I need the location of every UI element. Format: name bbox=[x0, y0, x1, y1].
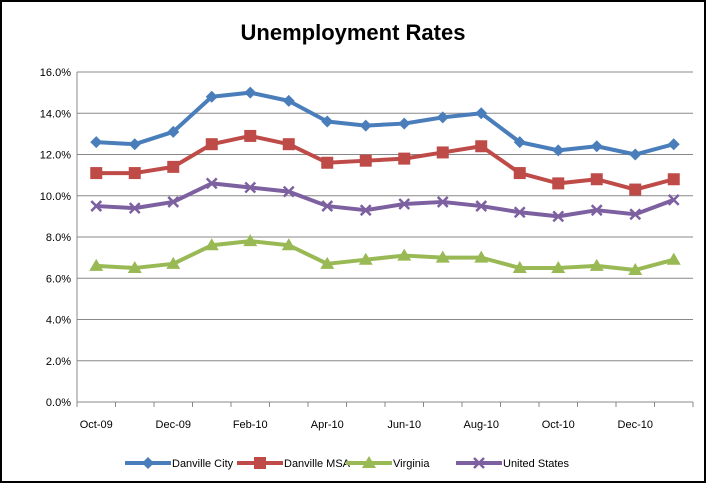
data-point-danville-city bbox=[552, 144, 565, 157]
data-point-virginia bbox=[89, 258, 104, 271]
data-point-danville-msa bbox=[667, 173, 680, 186]
data-point-danville-msa bbox=[552, 177, 565, 190]
x-tick-label: Apr-10 bbox=[311, 419, 344, 431]
data-point-virginia bbox=[589, 258, 604, 271]
data-point-united-states bbox=[475, 200, 488, 212]
x-tick-label: Aug-10 bbox=[464, 419, 499, 431]
data-point-danville-msa bbox=[475, 140, 488, 153]
legend-marker-danville-msa bbox=[254, 457, 266, 469]
data-point-virginia bbox=[127, 260, 142, 273]
data-point-danville-city bbox=[321, 115, 334, 128]
data-point-virginia bbox=[397, 248, 412, 261]
legend-label-danville-city: Danville City bbox=[172, 458, 234, 470]
data-point-united-states bbox=[552, 210, 565, 223]
y-tick-label: 0.0% bbox=[46, 397, 71, 409]
data-point-united-states bbox=[244, 181, 257, 194]
data-point-united-states bbox=[513, 206, 526, 219]
y-tick-label: 16.0% bbox=[40, 67, 71, 79]
data-point-virginia bbox=[474, 250, 489, 263]
data-point-virginia bbox=[358, 252, 373, 265]
data-point-danville-msa bbox=[513, 167, 526, 180]
data-point-united-states bbox=[590, 204, 603, 217]
data-point-united-states bbox=[128, 202, 141, 215]
series-line-danville-msa bbox=[96, 133, 675, 192]
data-point-united-states bbox=[321, 200, 334, 212]
data-point-danville-city bbox=[128, 138, 141, 151]
data-point-united-states bbox=[90, 200, 103, 212]
data-point-danville-city bbox=[90, 136, 103, 149]
data-point-danville-city bbox=[282, 94, 295, 107]
y-tick-label: 12.0% bbox=[40, 150, 71, 162]
x-tick-label: Oct-10 bbox=[542, 419, 575, 431]
data-point-danville-city bbox=[205, 90, 218, 103]
y-tick-label: 14.0% bbox=[40, 108, 71, 120]
legend-marker-danville-city bbox=[142, 457, 154, 469]
data-point-virginia bbox=[281, 238, 296, 251]
series-line-danville-city bbox=[96, 90, 675, 157]
legend-label-united-states: United States bbox=[503, 458, 570, 470]
data-point-danville-msa bbox=[205, 138, 218, 151]
data-point-danville-city bbox=[590, 140, 603, 153]
legend-marker-virginia bbox=[362, 456, 376, 468]
data-point-united-states bbox=[629, 208, 642, 221]
data-point-danville-msa bbox=[629, 183, 642, 196]
data-point-danville-msa bbox=[359, 154, 372, 167]
data-point-danville-city bbox=[436, 111, 449, 124]
data-point-danville-city bbox=[629, 148, 642, 161]
data-point-danville-msa bbox=[90, 167, 103, 180]
y-tick-label: 4.0% bbox=[46, 315, 71, 327]
data-point-danville-msa bbox=[167, 160, 180, 173]
y-tick-label: 2.0% bbox=[46, 356, 71, 368]
y-tick-label: 8.0% bbox=[46, 232, 71, 244]
legend-label-danville-msa: Danville MSA bbox=[284, 458, 351, 470]
y-tick-label: 10.0% bbox=[40, 191, 71, 203]
x-tick-label: Dec-10 bbox=[618, 419, 653, 431]
data-point-danville-msa bbox=[321, 156, 334, 169]
data-point-danville-msa bbox=[128, 167, 141, 180]
data-point-united-states bbox=[667, 193, 680, 206]
x-tick-label: Jun-10 bbox=[387, 419, 421, 431]
chart-title: Unemployment Rates bbox=[240, 20, 466, 45]
data-point-virginia bbox=[320, 256, 335, 269]
data-point-danville-city bbox=[359, 119, 372, 132]
data-point-danville-msa bbox=[398, 152, 411, 165]
data-point-united-states bbox=[398, 198, 411, 210]
x-tick-label: Dec-09 bbox=[156, 419, 191, 431]
legend-marker-united-states bbox=[473, 457, 485, 469]
data-point-virginia bbox=[204, 238, 219, 251]
data-point-danville-city bbox=[244, 86, 257, 99]
data-point-virginia bbox=[666, 252, 681, 265]
data-point-virginia bbox=[628, 263, 643, 275]
data-point-danville-city bbox=[475, 107, 488, 120]
x-tick-label: Oct-09 bbox=[80, 419, 113, 431]
data-point-united-states bbox=[282, 185, 295, 198]
data-point-united-states bbox=[205, 177, 218, 190]
data-point-danville-msa bbox=[244, 129, 257, 142]
series-line-virginia bbox=[96, 239, 675, 272]
data-point-united-states bbox=[359, 204, 372, 217]
data-point-united-states bbox=[436, 196, 449, 208]
data-point-virginia bbox=[166, 256, 181, 269]
data-point-danville-msa bbox=[436, 146, 449, 159]
data-point-virginia bbox=[435, 250, 450, 263]
legend-label-virginia: Virginia bbox=[393, 458, 430, 470]
data-point-danville-city bbox=[398, 117, 411, 130]
data-point-virginia bbox=[551, 260, 566, 273]
data-point-danville-msa bbox=[282, 138, 295, 151]
data-point-united-states bbox=[167, 196, 180, 208]
data-point-danville-city bbox=[167, 125, 180, 138]
data-point-virginia bbox=[243, 234, 258, 247]
series-line-united-states bbox=[96, 181, 675, 219]
y-tick-label: 6.0% bbox=[46, 273, 71, 285]
data-point-virginia bbox=[512, 260, 527, 273]
data-point-danville-msa bbox=[590, 173, 603, 186]
data-point-danville-city bbox=[513, 136, 526, 149]
data-point-danville-city bbox=[667, 138, 680, 151]
x-tick-label: Feb-10 bbox=[233, 419, 268, 431]
